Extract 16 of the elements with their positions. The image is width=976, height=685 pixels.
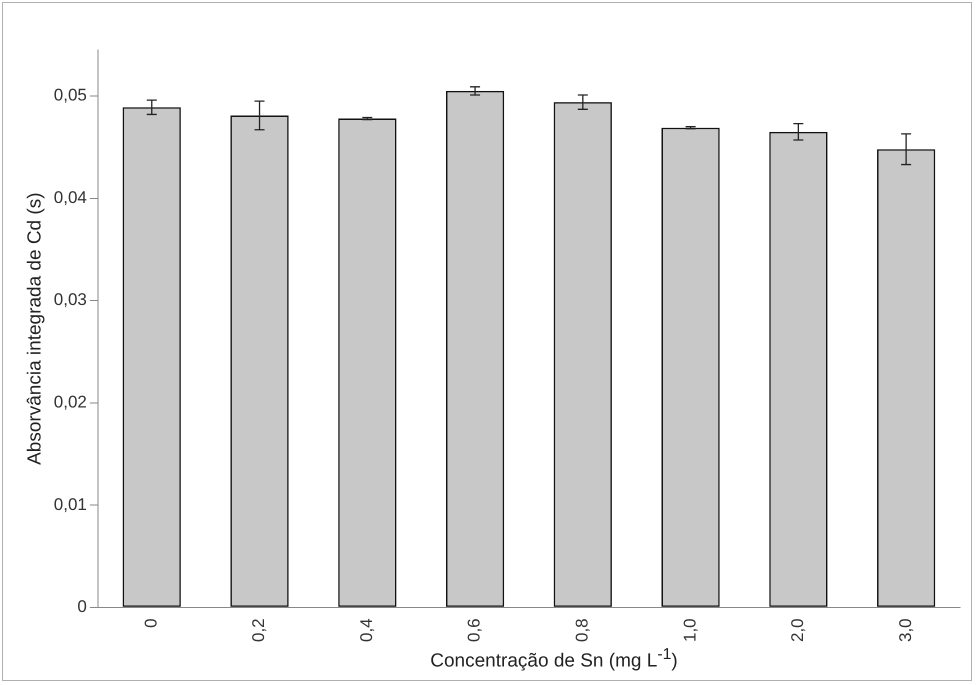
y-tick-label: 0,01 xyxy=(54,494,87,514)
x-tick-label: 2,0 xyxy=(788,618,808,642)
x-tick-label: 0 xyxy=(141,618,160,628)
x-tick-label: 0,4 xyxy=(356,618,376,642)
y-tick-label: 0,02 xyxy=(54,392,87,412)
y-tick-label: 0 xyxy=(77,597,87,616)
x-axis-title: Concentração de Sn (mg L$^{-1}$) xyxy=(429,646,679,672)
y-tick-label: 0,04 xyxy=(54,188,87,207)
x-tick-label: 1,0 xyxy=(680,618,700,642)
x-tick-label: 3,0 xyxy=(896,618,915,642)
x-tick-label: 0,6 xyxy=(464,618,484,642)
y-tick-label: 0,03 xyxy=(54,290,87,310)
x-tick-label: 0,8 xyxy=(572,618,592,642)
x-tick-label: 0,2 xyxy=(249,618,268,642)
y-tick-label: 0,05 xyxy=(54,86,87,105)
y-axis-title: Absorvância integrada de Cd (s) xyxy=(24,192,46,465)
